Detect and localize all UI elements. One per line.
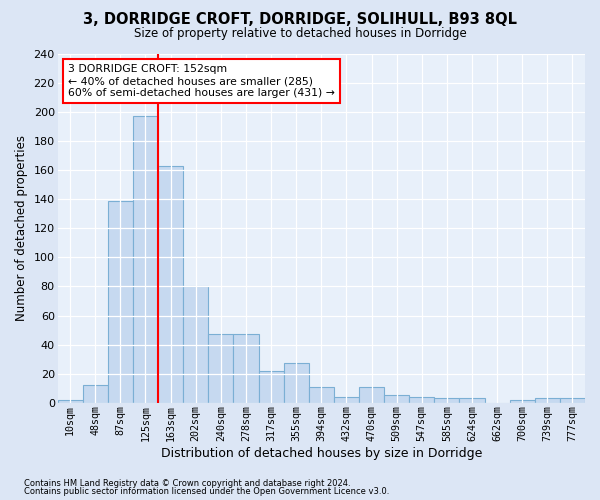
Bar xyxy=(108,200,133,402)
Bar xyxy=(233,334,259,402)
Bar xyxy=(535,398,560,402)
Text: 3 DORRIDGE CROFT: 152sqm
← 40% of detached houses are smaller (285)
60% of semi-: 3 DORRIDGE CROFT: 152sqm ← 40% of detach… xyxy=(68,64,335,98)
Bar xyxy=(284,364,309,403)
Bar xyxy=(58,400,83,402)
Y-axis label: Number of detached properties: Number of detached properties xyxy=(15,136,28,322)
Bar xyxy=(384,396,409,402)
Bar xyxy=(334,397,359,402)
Text: Size of property relative to detached houses in Dorridge: Size of property relative to detached ho… xyxy=(134,28,466,40)
Bar xyxy=(158,166,183,402)
Text: Contains HM Land Registry data © Crown copyright and database right 2024.: Contains HM Land Registry data © Crown c… xyxy=(24,479,350,488)
Bar xyxy=(309,386,334,402)
Bar xyxy=(83,385,108,402)
Bar xyxy=(359,386,384,402)
Bar xyxy=(133,116,158,403)
X-axis label: Distribution of detached houses by size in Dorridge: Distribution of detached houses by size … xyxy=(161,447,482,460)
Text: Contains public sector information licensed under the Open Government Licence v3: Contains public sector information licen… xyxy=(24,487,389,496)
Bar xyxy=(434,398,460,402)
Bar xyxy=(409,397,434,402)
Bar xyxy=(460,398,485,402)
Bar xyxy=(509,400,535,402)
Bar xyxy=(259,370,284,402)
Text: 3, DORRIDGE CROFT, DORRIDGE, SOLIHULL, B93 8QL: 3, DORRIDGE CROFT, DORRIDGE, SOLIHULL, B… xyxy=(83,12,517,28)
Bar xyxy=(183,286,208,403)
Bar xyxy=(208,334,233,402)
Bar xyxy=(560,398,585,402)
